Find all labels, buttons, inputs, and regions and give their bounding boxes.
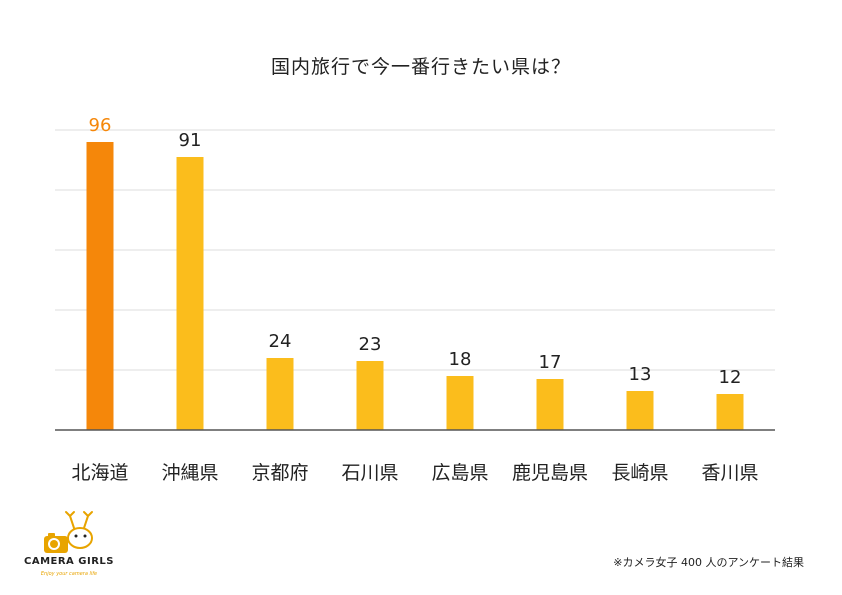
bar-4 — [446, 376, 474, 430]
chart-title: 国内旅行で今一番行きたい県は？ — [270, 56, 571, 78]
data-label-0: 96 — [89, 115, 112, 136]
data-label-1: 91 — [179, 130, 202, 151]
camera-deer-icon — [44, 511, 93, 553]
data-labels: 96 91 24 23 18 17 13 12 — [89, 115, 742, 388]
x-tick-label-0: 北海道 — [71, 462, 128, 484]
bar-6 — [626, 391, 654, 430]
x-tick-label-3: 石川県 — [341, 462, 398, 484]
data-label-3: 23 — [359, 334, 382, 355]
grid-lines — [55, 129, 775, 371]
x-tick-label-2: 京都府 — [251, 462, 308, 484]
x-tick-label-7: 香川県 — [701, 462, 758, 484]
data-label-7: 12 — [719, 367, 742, 388]
x-tick-label-4: 広島県 — [431, 462, 488, 484]
data-label-5: 17 — [539, 352, 562, 373]
brand-tagline: Enjoy your camera life — [40, 571, 98, 577]
bar-0 — [86, 142, 114, 430]
data-label-4: 18 — [449, 349, 472, 370]
bar-2 — [266, 358, 294, 430]
x-tick-label-1: 沖縄県 — [161, 462, 218, 484]
survey-footnote: ※カメラ女子 400 人のアンケート結果 — [613, 556, 804, 569]
x-tick-label-5: 鹿児島県 — [512, 462, 588, 484]
bar-7 — [716, 394, 744, 430]
bar-5 — [536, 379, 564, 430]
bar-1 — [176, 157, 204, 430]
bar-3 — [356, 361, 384, 430]
bars — [86, 142, 744, 430]
brand-name: CAMERA GIRLS — [24, 556, 114, 567]
data-label-2: 24 — [269, 331, 292, 352]
data-label-6: 13 — [629, 364, 652, 385]
x-tick-labels: 北海道 沖縄県 京都府 石川県 広島県 鹿児島県 長崎県 香川県 — [71, 462, 758, 484]
x-tick-label-6: 長崎県 — [611, 462, 668, 484]
